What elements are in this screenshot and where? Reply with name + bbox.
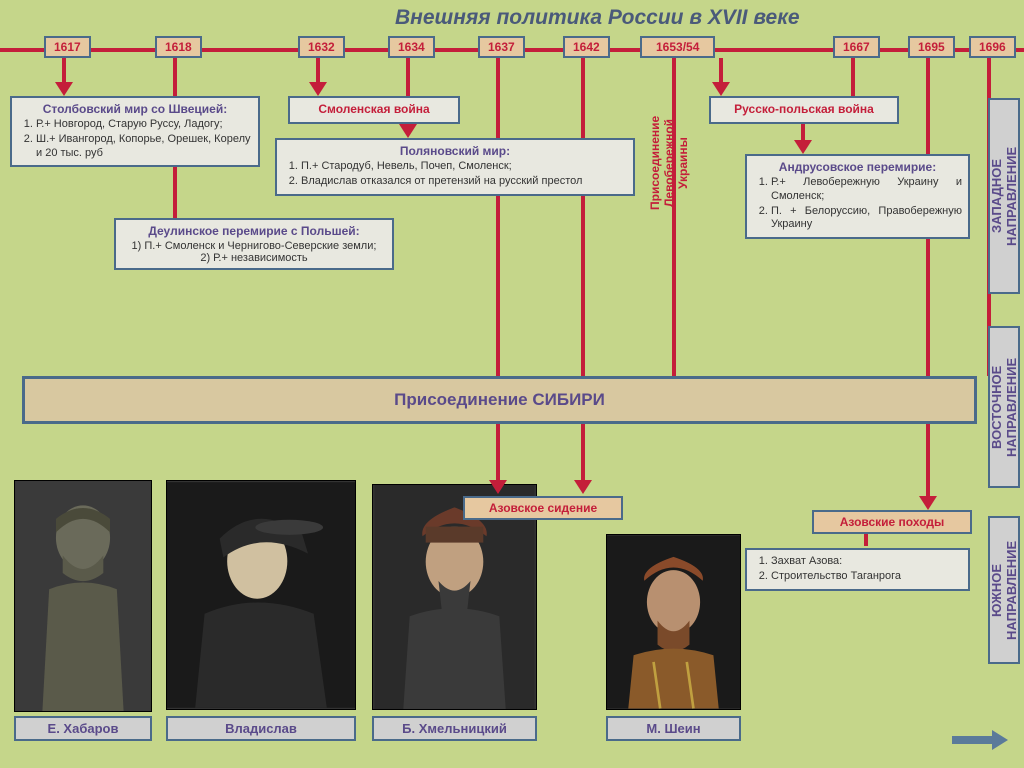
direction-east: ВОСТОЧНОЕ НАПРАВЛЕНИЕ (988, 326, 1020, 488)
year-1634: 1634 (388, 36, 435, 58)
year-1642: 1642 (563, 36, 610, 58)
year-1667: 1667 (833, 36, 880, 58)
box-polyanov: Поляновский мир: П.+ Стародуб, Невель, П… (275, 138, 635, 196)
box-azov-campaigns: Азовские походы (812, 510, 972, 534)
list-item: Ш.+ Ивангород, Копорье, Орешек, Корелу и… (36, 133, 252, 161)
box-ukraine-vert: Присоединение Левобережной Украины (648, 98, 690, 228)
year-1617: 1617 (44, 36, 91, 58)
box-azov-result: Захват Азова: Строительство Таганрога (745, 548, 970, 591)
connector (62, 58, 66, 84)
year-1632: 1632 (298, 36, 345, 58)
caption-khmelnitsky: Б. Хмельницкий (372, 716, 537, 741)
arrow-icon (399, 124, 417, 138)
box-title: Смоленская война (296, 102, 452, 116)
connector (316, 58, 320, 84)
arrow-icon (712, 82, 730, 96)
year-1637: 1637 (478, 36, 525, 58)
caption-khabarov: Е. Хабаров (14, 716, 152, 741)
box-title: Столбовский мир со Швецией: (18, 102, 252, 116)
portrait-vladislav (166, 480, 356, 710)
portrait-khabarov (14, 480, 152, 712)
direction-south: ЮЖНОЕ НАПРАВЛЕНИЕ (988, 516, 1020, 664)
box-title: Поляновский мир: (283, 144, 627, 158)
box-deulino: Деулинское перемирие с Польшей: 1) П.+ С… (114, 218, 394, 270)
list-item: Владислав отказался от претензий на русс… (301, 175, 627, 189)
box-smolensk-war: Смоленская война (288, 96, 460, 124)
year-1695: 1695 (908, 36, 955, 58)
arrow-icon (489, 480, 507, 494)
list-item: П.+ Стародуб, Невель, Почеп, Смоленск; (301, 160, 627, 174)
list-item: 2) Р.+ независимость (122, 252, 386, 264)
portrait-icon (607, 535, 740, 709)
portrait-icon (167, 481, 355, 709)
list-item: Захват Азова: (771, 555, 962, 569)
portrait-shein (606, 534, 741, 710)
arrow-icon (55, 82, 73, 96)
box-title: Русско-польская война (717, 102, 891, 116)
siberia-bar: Присоединение СИБИРИ (22, 376, 977, 424)
year-1696: 1696 (969, 36, 1016, 58)
arrow-icon (794, 140, 812, 154)
year-1653-54: 1653/54 (640, 36, 715, 58)
portrait-icon (15, 481, 151, 711)
year-1618: 1618 (155, 36, 202, 58)
list-item: Строительство Таганрога (771, 570, 962, 584)
list-item: П. + Белоруссию, Правобережную Украину (771, 205, 962, 233)
box-andrusovo: Андрусовское перемирие: Р.+ Левобережную… (745, 154, 970, 239)
caption-vladislav: Владислав (166, 716, 356, 741)
connector (864, 532, 868, 546)
direction-west: ЗАПАДНОЕ НАПРАВЛЕНИЕ (988, 98, 1020, 294)
box-title: Андрусовское перемирие: (753, 160, 962, 174)
box-azov-siege: Азовское сидение (463, 496, 623, 520)
list-item: 1) П.+ Смоленск и Чернигово-Северские зе… (122, 240, 386, 252)
box-title: Деулинское перемирие с Польшей: (122, 224, 386, 238)
box-stolbovo: Столбовский мир со Швецией: Р.+ Новгород… (10, 96, 260, 167)
page-title: Внешняя политика России в XVII веке (395, 6, 800, 30)
list-item: Р.+ Левобережную Украину и Смоленск; (771, 176, 962, 204)
connector (926, 58, 930, 498)
arrow-icon (574, 480, 592, 494)
box-ruspol-war: Русско-польская война (709, 96, 899, 124)
list-item: Р.+ Новгород, Старую Руссу, Ладогу; (36, 118, 252, 132)
arrow-icon (309, 82, 327, 96)
arrow-icon (919, 496, 937, 510)
connector (719, 58, 723, 84)
caption-shein: М. Шеин (606, 716, 741, 741)
next-arrow-icon[interactable] (952, 730, 1012, 750)
